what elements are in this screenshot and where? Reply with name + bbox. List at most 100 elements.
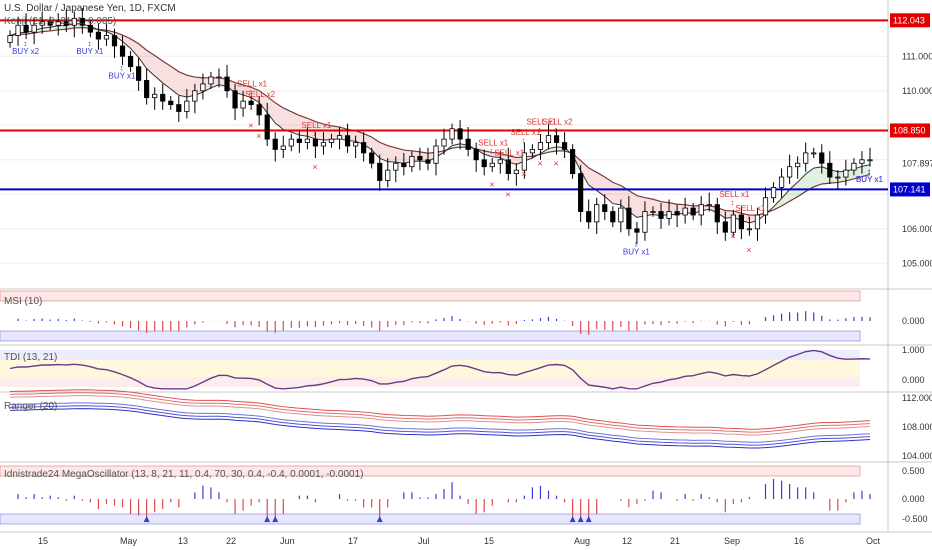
candle-body bbox=[819, 152, 825, 164]
candle-body bbox=[618, 207, 624, 223]
sell-signal-arrow: ↕ bbox=[256, 98, 260, 107]
sell-signal-label: SELL x1 bbox=[719, 190, 749, 199]
candle-body bbox=[312, 138, 319, 147]
mega-lower-zone bbox=[0, 513, 861, 525]
buy-signal-label: BUY x1 bbox=[76, 47, 104, 56]
candle-body bbox=[39, 21, 45, 26]
candle-body bbox=[642, 211, 648, 233]
ranger-band-line bbox=[10, 408, 871, 449]
sell-signal-label: SELL x1 bbox=[237, 80, 267, 89]
price-tick-label: 106.000 bbox=[902, 224, 932, 234]
candle-body bbox=[288, 138, 294, 147]
candle-body bbox=[296, 138, 302, 143]
tdi-middle-band bbox=[0, 360, 860, 377]
kenji-cloud-segment bbox=[395, 147, 404, 164]
sell-signal-arrow: ↕ bbox=[521, 136, 525, 145]
candle-body bbox=[658, 211, 664, 219]
time-tick-label: 22 bbox=[226, 536, 236, 546]
ranger-band-line bbox=[10, 402, 871, 443]
candle-body bbox=[778, 176, 785, 188]
sell-signal-label: SELL x1 bbox=[526, 118, 556, 127]
sell-signal-arrow: ↕ bbox=[312, 129, 316, 138]
sell-signal-arrow: ↕ bbox=[537, 126, 541, 135]
candle-body bbox=[216, 76, 222, 79]
buy-signal-label: BUY x2 bbox=[12, 47, 40, 56]
buy-signal-label: BUY x1 bbox=[856, 175, 884, 184]
candle-body bbox=[449, 128, 455, 140]
sell-cross-marker: × bbox=[256, 131, 261, 141]
sell-signal-label: SELL x2 bbox=[245, 90, 275, 99]
msi-zero-label: 0.000 bbox=[902, 316, 925, 326]
mega-buy-triangle bbox=[577, 516, 584, 522]
candle-body bbox=[706, 204, 712, 207]
kenji-cloud-segment bbox=[620, 185, 629, 212]
candle-body bbox=[457, 128, 463, 140]
candle-body bbox=[417, 155, 423, 161]
ranger-tick-label: 104.000 bbox=[902, 451, 932, 461]
candle-body bbox=[192, 90, 198, 102]
candle-body bbox=[594, 204, 600, 223]
sell-signal-label: SELL x1 bbox=[301, 121, 331, 130]
candle-body bbox=[497, 159, 503, 164]
kenji-cloud-segment bbox=[813, 166, 822, 187]
candle-body bbox=[87, 24, 93, 33]
mega-buy-triangle bbox=[143, 516, 150, 522]
candle-body bbox=[304, 138, 310, 143]
time-tick-label: 17 bbox=[348, 536, 358, 546]
tdi-line bbox=[9, 349, 870, 390]
time-tick-label: 13 bbox=[178, 536, 188, 546]
kenji-cloud-segment bbox=[355, 130, 364, 145]
candle-body bbox=[835, 176, 841, 179]
mega-buy-triangle bbox=[585, 516, 592, 522]
kenji-cloud-segment bbox=[379, 142, 388, 162]
candle-body bbox=[545, 135, 552, 143]
candle-body bbox=[674, 211, 680, 216]
mega-upper-zone bbox=[0, 465, 861, 477]
sell-cross-marker: × bbox=[537, 159, 542, 169]
candle-body bbox=[738, 214, 744, 230]
kenji-cloud-segment bbox=[323, 124, 332, 140]
candle-body bbox=[353, 142, 359, 147]
candle-body bbox=[361, 142, 367, 154]
tdi-upper-band bbox=[0, 350, 860, 360]
sell-signal-arrow: ↕ bbox=[489, 146, 493, 155]
candle-body bbox=[136, 66, 142, 81]
mega-buy-triangle bbox=[272, 516, 279, 522]
sell-cross-marker: × bbox=[312, 162, 317, 172]
candle-body bbox=[537, 142, 544, 150]
candle-body bbox=[441, 138, 447, 147]
candle-body bbox=[393, 162, 399, 171]
candle-body bbox=[570, 149, 576, 174]
level-price-label: 107.141 bbox=[893, 184, 926, 194]
mega-buy-triangle bbox=[569, 516, 576, 522]
candle-body bbox=[827, 162, 833, 178]
level-price-label: 112.043 bbox=[893, 15, 925, 25]
mega-buy-triangle bbox=[376, 516, 383, 522]
candle-body bbox=[111, 35, 118, 47]
candle-body bbox=[176, 104, 182, 112]
candle-body bbox=[240, 100, 246, 109]
buy-signal-arrow: ↕ bbox=[23, 39, 27, 48]
last-price-label: 107.897 bbox=[902, 158, 932, 168]
kenji-cloud-segment bbox=[267, 96, 276, 124]
candle-body bbox=[690, 207, 696, 216]
candle-body bbox=[634, 228, 640, 233]
kenji-cloud-segment bbox=[283, 107, 292, 133]
candle-body bbox=[23, 24, 29, 33]
time-tick-label: 12 bbox=[622, 536, 632, 546]
candle-body bbox=[385, 169, 391, 181]
ranger-band-line bbox=[10, 389, 871, 430]
kenji-fast-line bbox=[9, 23, 871, 224]
candle-body bbox=[803, 152, 809, 164]
time-tick-label: May bbox=[120, 536, 138, 546]
tdi-lower-band bbox=[0, 377, 860, 387]
price-tick-label: 105.000 bbox=[902, 258, 932, 268]
candle-body bbox=[513, 169, 519, 174]
sell-cross-marker: × bbox=[489, 179, 494, 189]
candle-body bbox=[344, 135, 351, 147]
level-price-tag bbox=[890, 13, 930, 28]
mega-buy-triangle bbox=[264, 516, 271, 522]
sell-signal-label: SELL x1 bbox=[735, 204, 765, 213]
time-tick-label: Aug bbox=[574, 536, 590, 546]
